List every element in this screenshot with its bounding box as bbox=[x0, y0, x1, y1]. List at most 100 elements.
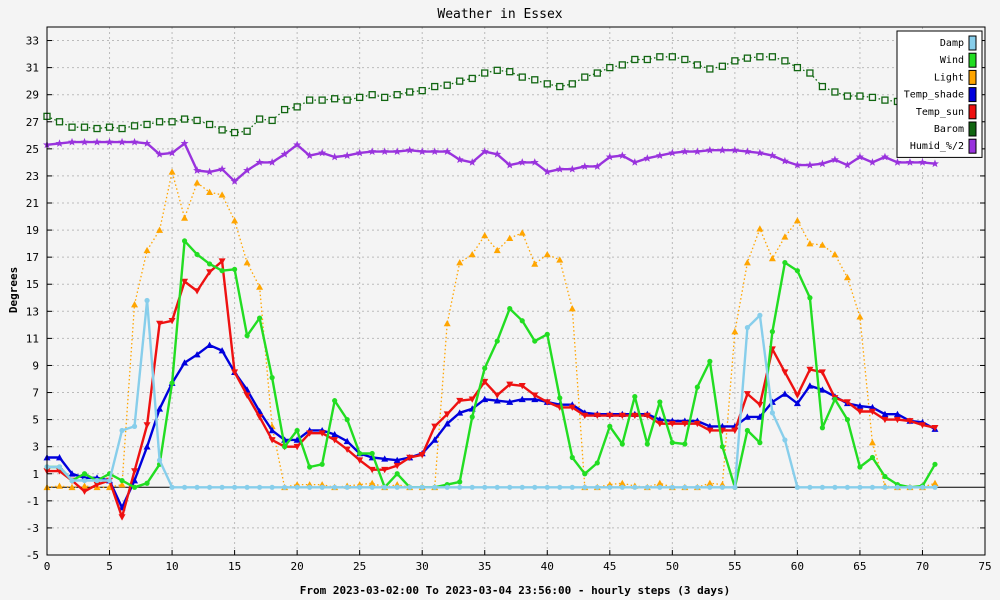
y-tick-label: 21 bbox=[26, 197, 39, 210]
data-point bbox=[206, 484, 213, 490]
data-point bbox=[606, 63, 614, 72]
data-point bbox=[932, 484, 938, 490]
data-point bbox=[593, 412, 601, 420]
data-point bbox=[743, 391, 751, 398]
data-point bbox=[855, 152, 864, 161]
data-point bbox=[118, 137, 127, 146]
data-point bbox=[618, 412, 626, 420]
data-point bbox=[368, 466, 376, 474]
data-point bbox=[593, 162, 602, 170]
data-point bbox=[381, 93, 389, 102]
data-point bbox=[443, 420, 451, 427]
data-point bbox=[519, 484, 525, 490]
x-tick-label: 5 bbox=[106, 560, 113, 573]
data-point bbox=[543, 80, 551, 88]
data-point bbox=[493, 150, 502, 158]
legend-swatch bbox=[968, 138, 977, 154]
data-point bbox=[706, 65, 714, 73]
data-point bbox=[906, 418, 914, 425]
data-point bbox=[568, 404, 576, 411]
data-point bbox=[656, 53, 664, 61]
data-point bbox=[656, 416, 664, 423]
data-point bbox=[532, 338, 538, 344]
y-tick-label: 25 bbox=[26, 143, 39, 156]
data-point bbox=[93, 137, 102, 146]
data-point bbox=[269, 484, 275, 490]
data-point bbox=[218, 126, 226, 134]
data-point bbox=[456, 397, 464, 405]
data-point bbox=[793, 392, 801, 399]
data-point bbox=[819, 484, 826, 490]
data-point bbox=[556, 256, 564, 263]
data-point bbox=[368, 147, 377, 155]
data-point bbox=[631, 55, 639, 64]
data-point bbox=[481, 69, 489, 77]
data-point bbox=[68, 483, 76, 491]
y-tick-label: 29 bbox=[26, 89, 39, 102]
data-point bbox=[744, 324, 750, 331]
data-point bbox=[406, 454, 414, 462]
data-point bbox=[682, 441, 688, 447]
data-point bbox=[168, 317, 176, 325]
data-point bbox=[144, 297, 150, 304]
data-point bbox=[331, 437, 339, 444]
data-point bbox=[81, 471, 88, 477]
data-point bbox=[618, 61, 626, 69]
data-point bbox=[619, 441, 625, 447]
data-point bbox=[381, 466, 389, 474]
data-point bbox=[206, 261, 213, 267]
data-point bbox=[119, 477, 125, 484]
data-point bbox=[382, 484, 388, 490]
data-point bbox=[294, 427, 300, 434]
data-point bbox=[218, 191, 226, 198]
data-point bbox=[93, 481, 101, 489]
data-point bbox=[707, 358, 713, 364]
data-point bbox=[94, 477, 100, 484]
data-point bbox=[480, 147, 489, 155]
data-point bbox=[430, 147, 439, 155]
data-point bbox=[507, 484, 513, 490]
data-point bbox=[280, 105, 289, 114]
data-point bbox=[206, 269, 214, 276]
data-point bbox=[880, 152, 889, 161]
data-point bbox=[219, 484, 225, 490]
data-point bbox=[193, 179, 201, 186]
data-point bbox=[343, 446, 351, 453]
data-point bbox=[243, 392, 251, 399]
y-tick-label: 3 bbox=[32, 441, 39, 454]
data-point bbox=[830, 155, 839, 164]
data-point bbox=[493, 246, 501, 254]
data-point bbox=[180, 115, 189, 123]
data-point bbox=[106, 477, 113, 484]
data-point bbox=[743, 259, 751, 266]
data-point bbox=[706, 479, 714, 487]
data-point bbox=[493, 397, 501, 404]
data-point bbox=[756, 401, 764, 409]
data-point bbox=[219, 268, 225, 274]
data-point bbox=[818, 241, 826, 248]
data-point bbox=[794, 268, 801, 274]
data-point bbox=[782, 259, 788, 266]
data-point bbox=[305, 96, 314, 104]
data-point bbox=[193, 351, 201, 358]
data-point bbox=[393, 147, 402, 155]
data-point bbox=[569, 484, 575, 490]
data-point bbox=[457, 484, 463, 490]
data-point bbox=[819, 425, 826, 431]
data-point bbox=[131, 468, 139, 475]
data-point bbox=[607, 484, 613, 490]
tick-labels: 0 5 10 15 20 25 30 35 40 45 50 55 60 65 70 75-5-3-11357… bbox=[26, 35, 992, 573]
data-point bbox=[580, 162, 589, 170]
series-line-humid-2 bbox=[46, 140, 936, 183]
data-point bbox=[482, 484, 488, 490]
data-point bbox=[682, 484, 688, 490]
data-point bbox=[418, 86, 426, 95]
data-point bbox=[918, 158, 927, 166]
series-humid-2 bbox=[43, 137, 939, 185]
data-point bbox=[881, 416, 889, 424]
data-point bbox=[869, 454, 876, 461]
data-point bbox=[557, 484, 563, 490]
data-point bbox=[368, 479, 376, 487]
data-point bbox=[857, 484, 863, 490]
data-point bbox=[169, 380, 175, 386]
